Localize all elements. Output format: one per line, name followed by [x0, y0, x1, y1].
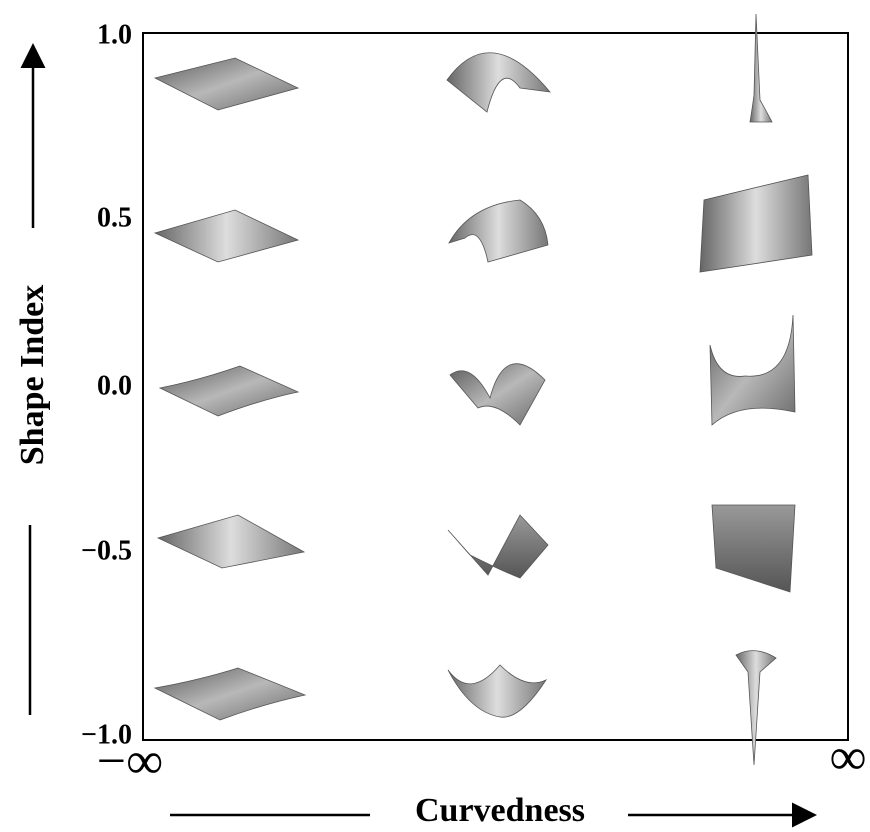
x-tick-label: −∞ — [97, 733, 163, 790]
surfaces-flat — [153, 57, 307, 721]
y-tick-label: −1.0 — [81, 719, 132, 750]
y-tick-label: 0.5 — [97, 202, 132, 233]
y-tick-label: −0.5 — [81, 535, 132, 566]
surfaces-mid — [446, 52, 551, 718]
x-axis-title: Curvedness — [415, 792, 585, 829]
frame — [142, 32, 849, 741]
x-tick-label: ∞ — [829, 729, 866, 786]
surfaces-sharp — [699, 13, 813, 766]
y-tick-label: 0.0 — [97, 370, 132, 401]
y-tick-label: 1.0 — [97, 19, 132, 50]
y-axis-title: Shape Index — [14, 285, 51, 465]
